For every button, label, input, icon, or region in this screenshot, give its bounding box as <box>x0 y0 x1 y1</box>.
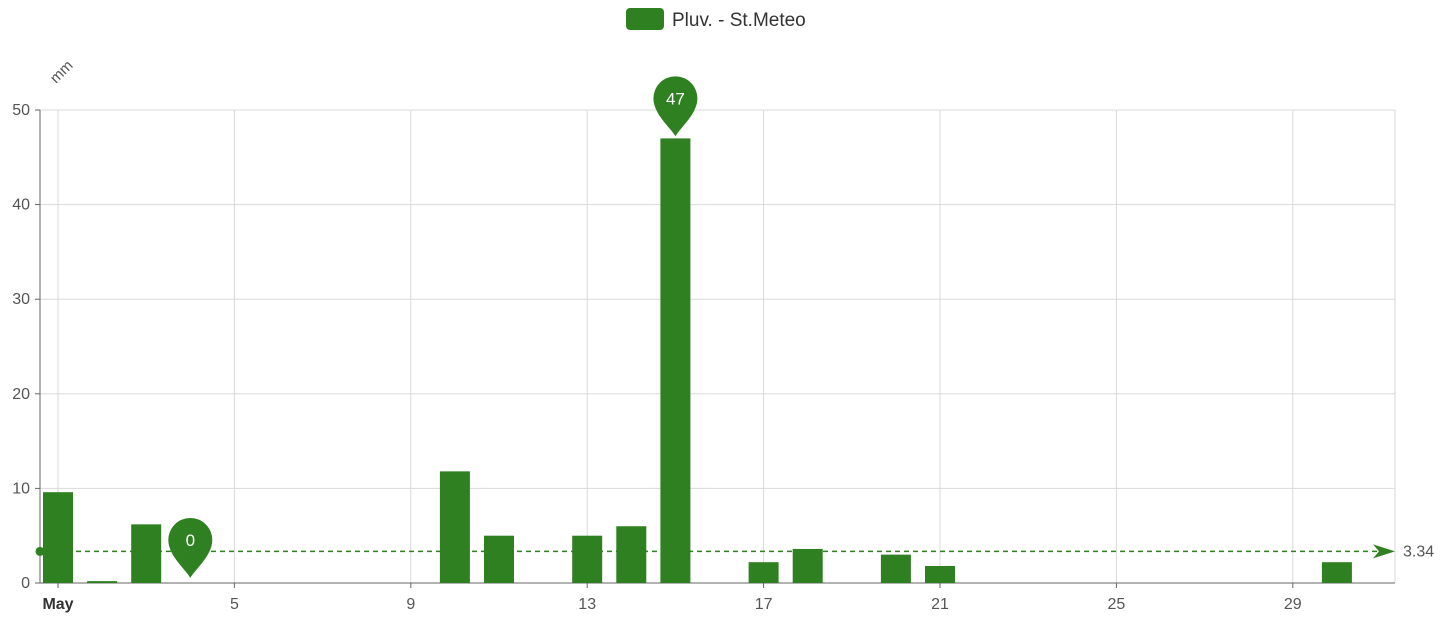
bar[interactable] <box>87 581 118 583</box>
bar[interactable] <box>43 492 73 583</box>
y-tick-label: 30 <box>12 291 30 308</box>
bar[interactable] <box>748 562 779 583</box>
x-tick-label: 17 <box>755 596 773 613</box>
grid <box>40 109 1396 583</box>
x-tick-label: May <box>42 596 73 613</box>
bar[interactable] <box>131 524 162 583</box>
min-marker-pin <box>168 518 213 578</box>
average-line-group: 3.34 <box>35 543 1434 560</box>
markers: 47 0 <box>168 76 698 578</box>
max-marker-pin <box>653 76 698 137</box>
bar[interactable] <box>1321 562 1352 583</box>
y-tick-label: 20 <box>12 386 30 403</box>
bar[interactable] <box>439 471 470 583</box>
x-tick-label: 29 <box>1284 596 1302 613</box>
bar[interactable] <box>880 554 911 583</box>
y-tick-label: 50 <box>12 102 30 119</box>
legend[interactable]: Pluv. - St.Meteo <box>626 8 806 31</box>
bar[interactable] <box>660 138 691 583</box>
bar[interactable] <box>616 526 647 583</box>
x-tick-label: 5 <box>230 596 239 613</box>
bars[interactable] <box>43 138 1352 583</box>
legend-swatch[interactable] <box>626 8 664 30</box>
axes: 0 10 20 30 40 50 May 5 9 13 17 21 25 29 <box>12 102 1395 613</box>
bar[interactable] <box>792 548 823 583</box>
bar[interactable] <box>925 565 955 583</box>
y-tick-label: 40 <box>12 197 30 214</box>
bar[interactable] <box>484 535 514 583</box>
average-line-arrow <box>1373 544 1395 559</box>
average-line-label: 3.34 <box>1403 543 1434 560</box>
x-tick-label: 21 <box>931 596 949 613</box>
y-tick-label: 0 <box>21 575 30 592</box>
bar[interactable] <box>572 535 603 583</box>
min-marker-label: 0 <box>186 531 195 550</box>
legend-label[interactable]: Pluv. - St.Meteo <box>672 10 806 31</box>
y-tick-label: 10 <box>12 480 30 497</box>
y-axis-unit-label: mm <box>47 57 77 87</box>
x-tick-label: 13 <box>578 596 596 613</box>
max-marker-label: 47 <box>666 89 685 108</box>
x-tick-label: 9 <box>406 596 415 613</box>
x-tick-label: 25 <box>1108 596 1126 613</box>
